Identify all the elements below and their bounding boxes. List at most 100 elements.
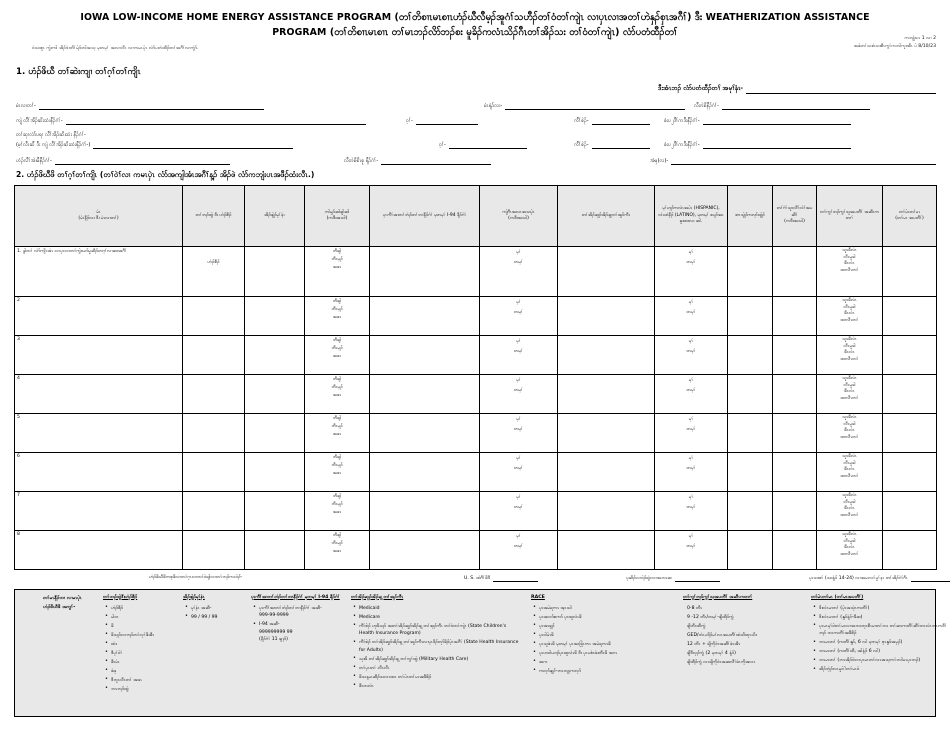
field-city-input[interactable] — [415, 117, 478, 125]
field-cell-phone-input[interactable] — [381, 157, 492, 165]
cell-race[interactable] — [727, 374, 773, 414]
cell-race[interactable] — [727, 530, 773, 570]
hispanic-option[interactable]: တမ့ၢ် — [686, 544, 696, 549]
education-option[interactable]: လီၤမူဖါ — [843, 538, 856, 544]
cell-citizenship[interactable]: မ့ၢ်တမ့ၢ် — [479, 296, 558, 336]
cell-ssn-i94[interactable] — [369, 452, 480, 492]
cell-veteran[interactable] — [772, 452, 817, 492]
education-option[interactable]: သူၤဖီလံၤ — [842, 493, 857, 498]
disability-option[interactable]: အဖၤ — [332, 432, 342, 437]
cell-education[interactable]: သူၤဖီလံၤ လီၤမူဖါ ဖီၤလံၤ ထၢလီၤတၢ် — [816, 530, 883, 570]
cell-hispanic-latino[interactable]: မ့ၢ် တမ့ၢ် — [654, 452, 728, 492]
education-option[interactable]: ဖီၤလံၤ — [844, 350, 855, 355]
disability-option[interactable]: အဖၤ — [332, 354, 342, 359]
disability-option[interactable]: ဘီၤမ့ၣ် — [331, 257, 343, 262]
cell-veteran[interactable] — [772, 296, 817, 336]
cell-birthdate[interactable] — [244, 452, 305, 492]
citizenship-option[interactable]: မ့ၢ် — [516, 339, 521, 344]
cell-hispanic-latino[interactable]: မ့ၢ်တမ့ၢ် — [654, 530, 728, 570]
education-option[interactable]: လီၤမူဖါ — [843, 499, 856, 505]
citizenship-option[interactable]: မ့ၢ် — [516, 456, 521, 461]
cell-hispanic-latino[interactable]: မ့ၢ် တမ့ၢ် — [654, 335, 728, 375]
education-option[interactable]: သူၤဖီလံၤ — [842, 454, 857, 459]
cell-citizenship[interactable]: မ့ၢ်တမ့ၢ် — [479, 335, 558, 375]
hispanic-option[interactable]: မ့ၢ် — [688, 456, 694, 461]
cell-education[interactable]: သူၤဖီလံၤ လီၤမူဖါ ဖီၤလံၤ ထၢလီၤတၢ် — [816, 335, 883, 375]
disability-option[interactable]: ဘီၤမ့ၣ် — [331, 424, 343, 429]
hispanic-option[interactable]: မ့ၢ် — [688, 534, 694, 539]
cell-health-insurance[interactable] — [557, 246, 655, 297]
cell-veteran[interactable] — [772, 335, 817, 375]
citizenship-option[interactable]: တမ့ၢ် — [513, 388, 523, 393]
education-option[interactable]: ဖီၤလံၤ — [844, 311, 855, 316]
citizenship-option[interactable]: တမ့ၢ် — [513, 466, 523, 471]
hispanic-option[interactable]: မ့ၢ် — [688, 250, 694, 255]
cell-race[interactable] — [727, 413, 773, 453]
disability-option[interactable]: ဘီဖျါ — [332, 338, 342, 343]
cell-veteran[interactable] — [772, 374, 817, 414]
cell-health-insurance[interactable] — [557, 335, 655, 375]
hispanic-option[interactable]: တမ့ၢ် — [686, 505, 696, 510]
cell-employment[interactable] — [882, 335, 937, 375]
education-option[interactable]: ထၢလီၤတၢ် — [840, 551, 859, 557]
undernote-us-input[interactable] — [493, 574, 539, 582]
education-option[interactable]: သူၤဖီလံၤ — [842, 248, 857, 253]
cell-employment[interactable] — [882, 374, 937, 414]
citizenship-option[interactable]: မ့ၢ် — [516, 300, 521, 305]
cell-name[interactable]: 6 — [14, 452, 183, 492]
cell-birthdate[interactable] — [244, 335, 305, 375]
undernote-mid-input[interactable] — [674, 574, 720, 582]
citizenship-option[interactable]: တမ့ၢ် — [513, 310, 523, 315]
education-option[interactable]: လီၤမူဖါ — [843, 254, 856, 260]
cell-birthdate[interactable] — [244, 374, 305, 414]
hispanic-option[interactable]: တမ့ၢ် — [686, 427, 696, 432]
field-email-input[interactable] — [671, 157, 937, 165]
citizenship-option[interactable]: တမ့ၢ် — [513, 349, 523, 354]
undernote-right-input[interactable] — [910, 574, 950, 582]
education-option[interactable]: ထၢလီၤတၢ် — [840, 512, 859, 518]
cell-disability[interactable]: ဘီဖျါ ဘီၤမ့ၣ် အဖၤ — [304, 413, 370, 453]
hispanic-option[interactable]: တမ့ၢ် — [686, 310, 696, 315]
education-option[interactable]: လီၤမူဖါ — [843, 460, 856, 466]
cell-employment[interactable] — [882, 491, 937, 531]
education-option[interactable]: သူၤဖီလံၤ — [842, 532, 857, 537]
cell-ssn-i94[interactable] — [369, 374, 480, 414]
education-option[interactable]: ဖီၤလံၤ — [844, 389, 855, 394]
cell-relationship[interactable] — [182, 452, 245, 492]
education-option[interactable]: ဖီၤလံၤ — [844, 506, 855, 511]
cell-birthdate[interactable] — [244, 530, 305, 570]
education-option[interactable]: သူၤဖီလံၤ — [842, 337, 857, 342]
disability-option[interactable]: အဖၤ — [332, 471, 342, 476]
citizenship-option[interactable]: တမ့ၢ် — [513, 427, 523, 432]
cell-health-insurance[interactable] — [557, 491, 655, 531]
cell-name[interactable]: 5 — [14, 413, 183, 453]
education-option[interactable]: ဖီၤလံၤ — [844, 261, 855, 266]
disability-option[interactable]: အဖၤ — [332, 549, 342, 554]
cell-veteran[interactable] — [772, 491, 817, 531]
hispanic-option[interactable]: တမ့ၢ် — [686, 349, 696, 354]
disability-option[interactable]: ဘီဖျါ — [332, 533, 342, 538]
cell-relationship[interactable] — [182, 413, 245, 453]
education-option[interactable]: သူၤဖီလံၤ — [842, 298, 857, 303]
education-option[interactable]: လီၤမူဖါ — [843, 304, 856, 310]
field-mailing-address-input[interactable] — [93, 141, 294, 149]
education-option[interactable]: သူၤဖီလံၤ — [842, 376, 857, 381]
hispanic-option[interactable]: မ့ၢ် — [688, 495, 694, 500]
cell-health-insurance[interactable] — [557, 530, 655, 570]
cell-name[interactable]: 1. ခွါတၢ် လံာ်ကျိၤအံၤ လၢပှၤလၢတၢ်ကွဲးဃာ်မ… — [14, 246, 183, 297]
education-option[interactable]: သူၤဖီလံၤ — [842, 415, 857, 420]
disability-option[interactable]: ဘီၤမ့ၣ် — [331, 502, 343, 507]
education-option[interactable]: လီၤမူဖါ — [843, 382, 856, 388]
cell-ssn-i94[interactable] — [369, 246, 480, 297]
cell-employment[interactable] — [882, 413, 937, 453]
education-option[interactable]: ဖီၤလံၤ — [844, 545, 855, 550]
disability-option[interactable]: ဘီဖျါ — [332, 455, 342, 460]
citizenship-option[interactable]: မ့ၢ် — [516, 495, 521, 500]
hispanic-option[interactable]: မ့ၢ် — [688, 378, 694, 383]
cell-birthdate[interactable] — [244, 413, 305, 453]
cell-race[interactable] — [727, 335, 773, 375]
field-lastname-input[interactable] — [505, 102, 686, 110]
cell-birthdate[interactable] — [244, 296, 305, 336]
cell-birthdate[interactable] — [244, 246, 305, 297]
cell-veteran[interactable] — [772, 530, 817, 570]
